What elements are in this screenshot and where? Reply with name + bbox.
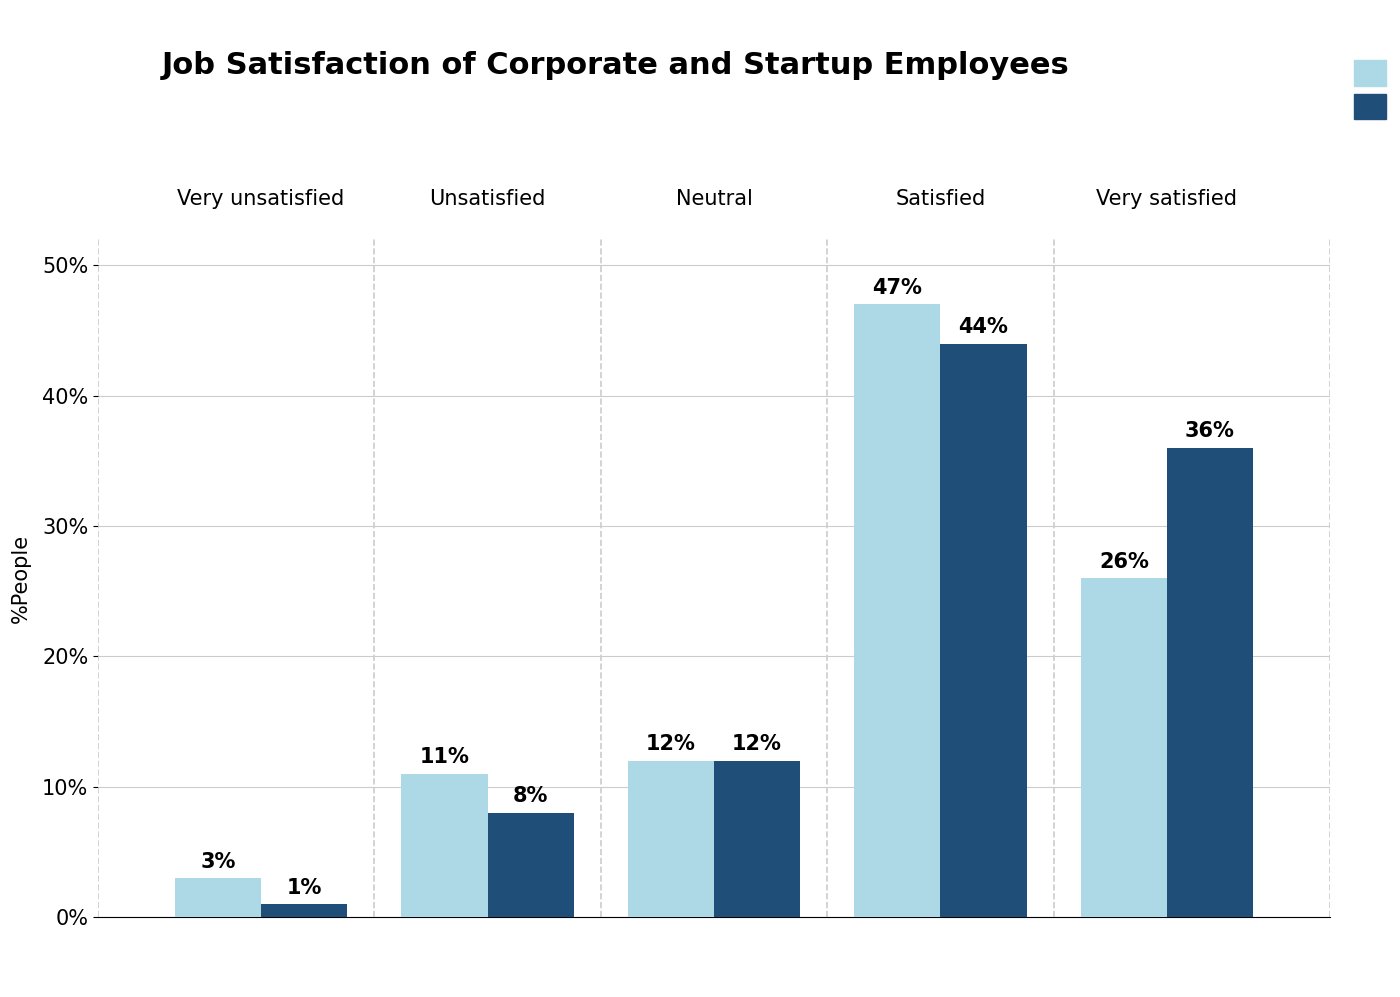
Text: 36%: 36% [1184, 422, 1235, 442]
Bar [629, 761, 714, 917]
Text: 8%: 8% [512, 787, 549, 807]
Text: 12%: 12% [645, 734, 696, 755]
Text: 3%: 3% [200, 851, 235, 871]
Text: Unsatisfied: Unsatisfied [430, 189, 546, 209]
Bar [941, 344, 1026, 917]
Bar [487, 813, 574, 917]
Text: Satisfied: Satisfied [896, 189, 986, 209]
Text: 44%: 44% [959, 317, 1008, 337]
Bar [175, 878, 260, 917]
Y-axis label: %People: %People [11, 533, 31, 623]
Text: Job Satisfaction of Corporate and Startup Employees: Job Satisfaction of Corporate and Startu… [161, 51, 1070, 80]
Text: 26%: 26% [1099, 551, 1149, 571]
Text: Neutral: Neutral [676, 189, 752, 209]
Text: 47%: 47% [872, 278, 923, 298]
Bar [854, 304, 941, 917]
Bar [1081, 578, 1168, 917]
Text: 11%: 11% [420, 748, 469, 768]
Text: Very unsatisfied: Very unsatisfied [178, 189, 344, 209]
Text: Very satisfied: Very satisfied [1096, 189, 1238, 209]
Text: 1%: 1% [287, 877, 322, 897]
Bar [260, 904, 347, 917]
Bar [1168, 448, 1253, 917]
Bar [402, 774, 487, 917]
Bar [714, 761, 799, 917]
Legend: Corporate, Startup: Corporate, Startup [1354, 60, 1400, 120]
Text: 12%: 12% [732, 734, 783, 755]
